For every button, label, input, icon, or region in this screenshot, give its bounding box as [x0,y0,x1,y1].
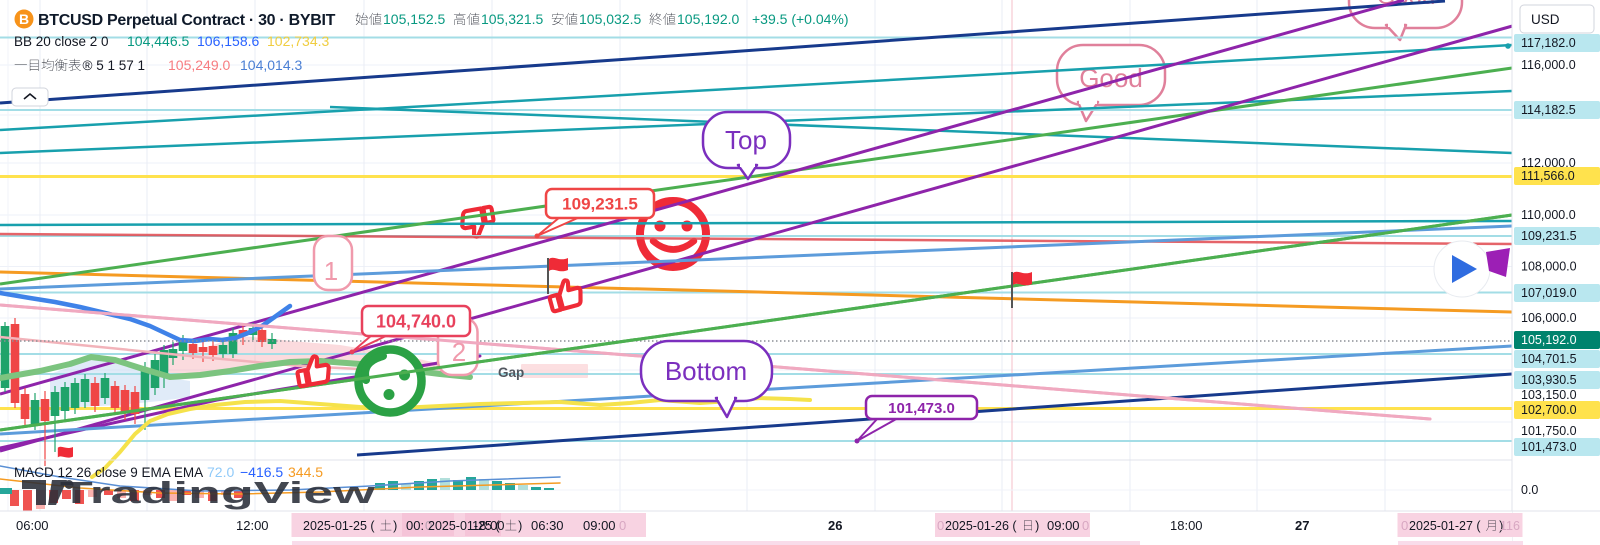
svg-text:06:00: 06:00 [16,518,49,533]
svg-text:110,000.0: 110,000.0 [1521,208,1576,222]
svg-text:105,249.0: 105,249.0 [168,57,230,73]
svg-text:106,158.6: 106,158.6 [197,33,259,49]
svg-text:117,182.0: 117,182.0 [1521,36,1576,50]
svg-text:18:00: 18:00 [1170,518,1203,533]
svg-text:0: 0 [425,518,432,533]
svg-text:105,321.5: 105,321.5 [481,11,543,27]
svg-text:27: 27 [1295,518,1309,533]
svg-text:09:00: 09:00 [583,518,616,533]
svg-text:Gap: Gap [498,365,524,380]
svg-text:26: 26 [828,518,842,533]
svg-text:116: 116 [1500,519,1520,533]
svg-text:105,152.5: 105,152.5 [383,11,445,27]
svg-text:104,701.5: 104,701.5 [1521,352,1577,366]
svg-text:18:00: 18:00 [472,518,505,533]
svg-text:Top: Top [725,125,767,155]
svg-text:TradingView: TradingView [60,475,377,510]
svg-text:105,032.5: 105,032.5 [579,11,641,27]
svg-text:06:30: 06:30 [531,518,564,533]
svg-text:MACD 12 26 close 9 EMA EMA: MACD 12 26 close 9 EMA EMA [14,465,203,480]
svg-text:09:00: 09:00 [1047,518,1080,533]
svg-text:102,734.3: 102,734.3 [267,33,329,49]
svg-text:Bottom: Bottom [665,356,747,386]
svg-text:BB 20 close 2 0: BB 20 close 2 0 [14,34,109,49]
svg-text:USD: USD [1531,12,1560,27]
svg-text:12:00: 12:00 [236,518,269,533]
svg-text:00:: 00: [406,518,424,533]
svg-text:108,000.0: 108,000.0 [1521,260,1577,274]
svg-text:103,930.5: 103,930.5 [1521,373,1577,387]
svg-text:103,150.0: 103,150.0 [1521,388,1577,402]
svg-text:101,750.0: 101,750.0 [1521,424,1577,438]
svg-text:): ) [1499,519,1503,533]
svg-text:2025-01-27 (: 2025-01-27 ( [1409,519,1481,533]
svg-text:2: 2 [452,337,466,367]
svg-text:): ) [518,519,522,533]
svg-text:109,231.5: 109,231.5 [562,195,638,214]
svg-text:1: 1 [324,256,338,286]
svg-text:102,700.0: 102,700.0 [1521,403,1577,417]
svg-text:B: B [19,11,29,27]
svg-text:104,446.5: 104,446.5 [127,33,189,49]
svg-text:2025-01-26 (: 2025-01-26 ( [945,519,1017,533]
svg-text:114,182.5: 114,182.5 [1521,103,1576,117]
svg-text:107,019.0: 107,019.0 [1521,286,1577,300]
svg-text:+39.5 (+0.04%): +39.5 (+0.04%) [752,11,849,27]
svg-text:2025-01-25 (: 2025-01-25 ( [428,519,500,533]
svg-text:101,473.0: 101,473.0 [1521,440,1577,454]
svg-text:111,566.0: 111,566.0 [1521,169,1575,183]
svg-text:0: 0 [1082,518,1089,533]
svg-text:0.0: 0.0 [1521,483,1538,497]
svg-text:72.0: 72.0 [207,464,234,480]
svg-text:106,000.0: 106,000.0 [1521,311,1577,325]
svg-text:101,473.0: 101,473.0 [888,400,955,417]
svg-text:0: 0 [1401,518,1408,533]
svg-text:104,740.0: 104,740.0 [376,311,456,331]
svg-text:105,192.0: 105,192.0 [677,11,739,27]
svg-text:0: 0 [619,518,626,533]
svg-text:): ) [1035,519,1039,533]
svg-text:344.5: 344.5 [288,464,323,480]
svg-text:2025-01-25 (: 2025-01-25 ( [303,519,375,533]
svg-text:BTCUSD Perpetual Contract · 30: BTCUSD Perpetual Contract · 30 · BYBIT [38,12,336,29]
svg-text:104,014.3: 104,014.3 [240,57,302,73]
svg-text:109,231.5: 109,231.5 [1521,229,1577,243]
svg-text:116,000.0: 116,000.0 [1521,58,1576,72]
svg-text:112,000.0: 112,000.0 [1521,156,1576,170]
svg-text:0: 0 [937,518,944,533]
svg-text:® 5 1 57 1: ® 5 1 57 1 [83,58,146,73]
svg-text:): ) [393,519,397,533]
svg-text:105,192.0: 105,192.0 [1521,333,1577,347]
svg-text:−416.5: −416.5 [240,464,283,480]
